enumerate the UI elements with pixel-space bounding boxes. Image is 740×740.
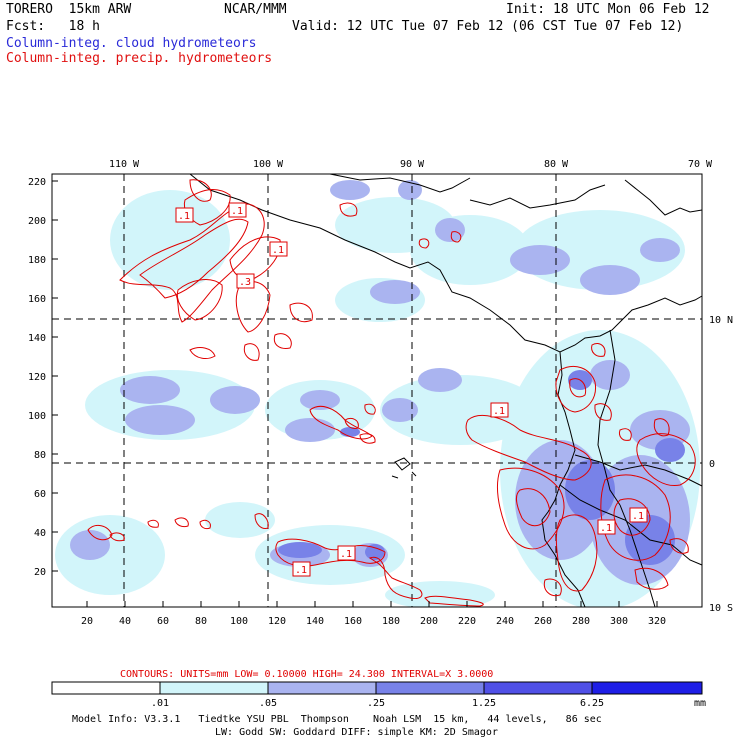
y-tick-label: 60 [34, 489, 46, 500]
contour-label: .1 [632, 511, 644, 522]
y-tick-label: 200 [28, 216, 46, 227]
x-tick-label: 300 [610, 616, 628, 627]
x-tick-label: 160 [344, 616, 362, 627]
contour-label-boxes: .1 .1 .1 .3 .1 .1 .1 .1 .1 [175, 202, 648, 577]
x-tick-label: 320 [648, 616, 666, 627]
x-tick-marks [86, 601, 658, 607]
coastlines [189, 173, 703, 608]
precip-contours [87, 179, 696, 607]
organization: NCAR/MMM [224, 2, 287, 17]
x-tick-label: 20 [81, 616, 93, 627]
colorbar-units: mm [694, 698, 706, 709]
colorbar-label: .01 [151, 698, 169, 709]
colorbar-swatch [375, 681, 485, 695]
longitude-labels: 110 W 100 W 90 W 80 W 70 W [109, 159, 713, 170]
y-tick-label: 220 [28, 177, 46, 188]
lon-label: 100 W [253, 159, 284, 170]
lat-label: 10 S [709, 603, 733, 614]
y-tick-label: 160 [28, 294, 46, 305]
x-tick-label: 200 [420, 616, 438, 627]
y-tick-labels: 220 200 180 160 140 120 100 80 60 40 20 [28, 177, 46, 578]
contour-info: CONTOURS: UNITS=mm LOW= 0.10000 HIGH= 24… [120, 669, 493, 680]
lat-label: 10 N [709, 315, 733, 326]
y-tick-label: 20 [34, 567, 46, 578]
valid-time: Valid: 12 UTC Tue 07 Feb 12 (06 CST Tue … [292, 19, 684, 34]
lon-label: 70 W [688, 159, 713, 170]
lon-label: 80 W [544, 159, 569, 170]
contour-label: .1 [340, 549, 352, 560]
colorbar [51, 681, 703, 695]
colorbar-swatch [483, 681, 593, 695]
y-tick-label: 80 [34, 450, 46, 461]
lon-label: 110 W [109, 159, 140, 170]
contour-label: .1 [178, 211, 190, 222]
model-title: TORERO 15km ARW [6, 2, 132, 17]
colorbar-swatch [159, 681, 269, 695]
colorbar-label: .25 [367, 698, 385, 709]
colorbar-label: 1.25 [472, 698, 496, 709]
x-tick-label: 220 [458, 616, 476, 627]
contour-label: .1 [600, 523, 612, 534]
colorbar-labels: .01 .05 .25 1.25 6.25 mm [151, 698, 706, 709]
y-tick-label: 40 [34, 528, 46, 539]
x-tick-label: 100 [230, 616, 248, 627]
x-tick-label: 260 [534, 616, 552, 627]
cloud-shading-dark [278, 370, 685, 565]
x-tick-label: 120 [268, 616, 286, 627]
init-time: Init: 18 UTC Mon 06 Feb 12 [506, 2, 710, 17]
plot-frame [51, 173, 703, 608]
x-tick-label: 40 [119, 616, 131, 627]
field-cloud-label: Column-integ. cloud hydrometeors [6, 36, 257, 51]
colorbar-label: 6.25 [580, 698, 604, 709]
lat-label: 0 [709, 459, 715, 470]
y-tick-label: 180 [28, 255, 46, 266]
field-precip-label: Column-integ. precip. hydrometeors [6, 51, 273, 66]
lon-label: 90 W [400, 159, 425, 170]
model-info-line1: Model Info: V3.3.1 Tiedtke YSU PBL Thomp… [72, 714, 602, 725]
colorbar-swatch [267, 681, 377, 695]
y-tick-label: 100 [28, 411, 46, 422]
x-tick-label: 140 [306, 616, 324, 627]
shaded-field [55, 180, 700, 607]
x-tick-label: 180 [382, 616, 400, 627]
colorbar-swatch [591, 681, 703, 695]
y-tick-label: 140 [28, 333, 46, 344]
y-tick-label: 120 [28, 372, 46, 383]
contour-label: .3 [239, 277, 251, 288]
contour-label: .1 [295, 565, 307, 576]
colorbar-label: .05 [259, 698, 277, 709]
model-info-line2: LW: Godd SW: Goddard DIFF: simple KM: 2D… [215, 727, 498, 738]
contour-label: .1 [231, 206, 243, 217]
contour-label: .1 [493, 406, 505, 417]
contour-label: .1 [272, 245, 284, 256]
forecast-hour: Fcst: 18 h [6, 19, 100, 34]
x-tick-label: 60 [157, 616, 169, 627]
x-tick-label: 280 [572, 616, 590, 627]
x-tick-label: 240 [496, 616, 514, 627]
latitude-labels: 10 N 0 10 S [709, 315, 733, 614]
x-tick-label: 80 [195, 616, 207, 627]
colorbar-swatch [51, 681, 161, 695]
x-tick-labels: 20 40 60 80 100 120 140 160 180 200 220 … [81, 616, 666, 627]
y-tick-marks [52, 180, 58, 572]
